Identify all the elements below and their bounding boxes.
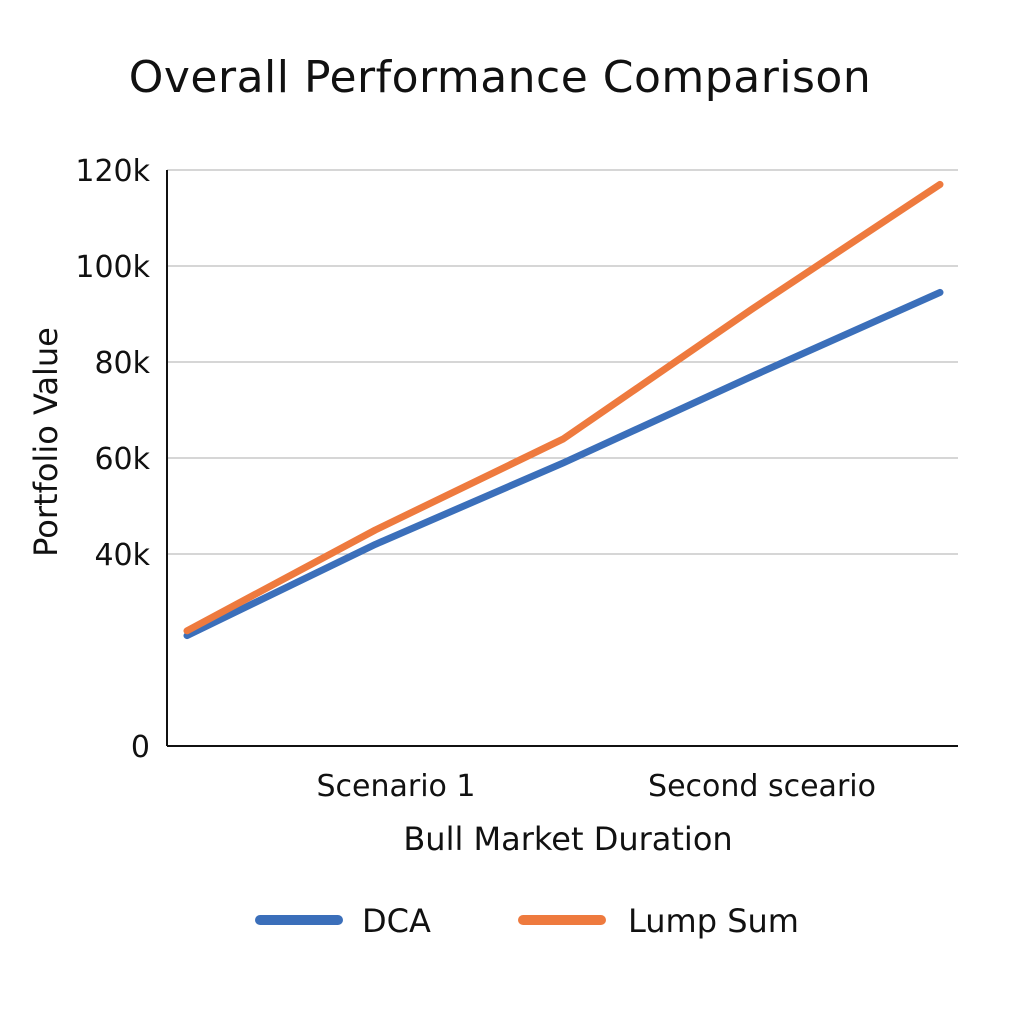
legend-label: Lump Sum xyxy=(628,902,799,940)
y-tick-labels: 0 40k 60k 80k 100k 120k xyxy=(75,154,150,765)
series-line-dca xyxy=(183,288,944,640)
y-tick-label: 80k xyxy=(94,346,150,381)
series-line-lump-sum xyxy=(183,180,944,635)
x-tick-label: Scenario 1 xyxy=(316,769,475,804)
series-lines xyxy=(183,180,944,640)
x-tick-labels: Scenario 1 Second sceario xyxy=(316,769,875,804)
y-tick-label: 40k xyxy=(94,538,150,573)
y-tick-label: 120k xyxy=(75,154,150,189)
gridlines xyxy=(167,169,958,555)
chart-title: Overall Performance Comparison xyxy=(128,52,872,103)
y-axis-label: Portfolio Value xyxy=(27,327,65,557)
legend-label: DCA xyxy=(362,902,431,940)
y-tick-label: 0 xyxy=(131,730,150,765)
y-tick-label: 100k xyxy=(75,250,150,285)
x-axis-label: Bull Market Duration xyxy=(403,820,732,858)
x-tick-label: Second sceario xyxy=(648,769,876,804)
legend: DCA Lump Sum xyxy=(255,902,799,940)
y-tick-label: 60k xyxy=(94,442,150,477)
